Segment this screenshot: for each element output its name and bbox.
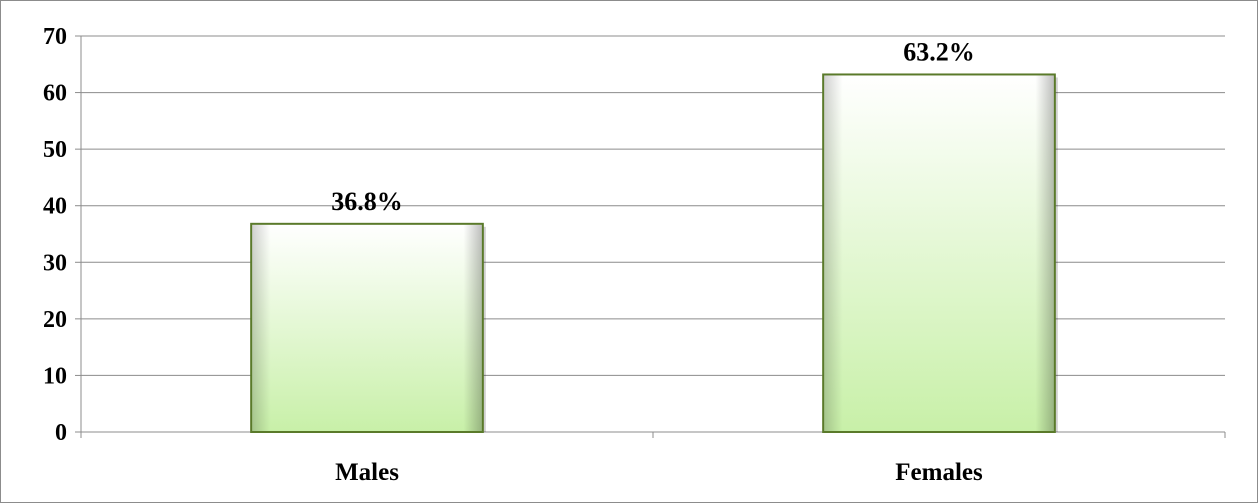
bars: [250, 73, 1058, 434]
y-tick-label: 20: [43, 307, 67, 333]
bar-bevel: [824, 75, 1054, 432]
labels: 0 10 20 30 40 50 60 70 36.8% Males 63.2% Females: [43, 24, 983, 486]
y-tick-label: 0: [55, 420, 67, 446]
bar-females: [822, 73, 1058, 434]
bar-males: [250, 222, 486, 433]
y-tick-label: 40: [43, 194, 67, 220]
y-tick-label: 10: [43, 363, 67, 389]
data-label: 63.2%: [903, 37, 975, 66]
y-tick-label: 60: [43, 81, 67, 107]
data-label: 36.8%: [331, 187, 403, 216]
y-tick-label: 70: [43, 24, 67, 50]
x-category-label: Females: [895, 459, 983, 486]
y-tick-label: 50: [43, 137, 67, 163]
bar-bevel: [252, 224, 482, 431]
x-category-label: Males: [335, 459, 399, 486]
y-tick-label: 30: [43, 250, 67, 276]
